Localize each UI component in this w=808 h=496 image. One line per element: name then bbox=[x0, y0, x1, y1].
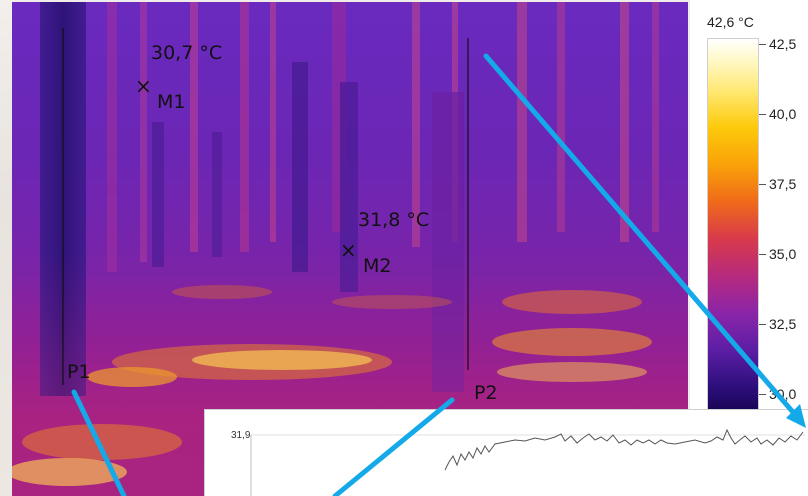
profile-trace bbox=[444, 428, 804, 471]
scale-tick bbox=[759, 394, 766, 395]
measurement-m2-label: M2 bbox=[363, 255, 392, 277]
scale-tick-label: 40,0 bbox=[769, 106, 797, 122]
measurement-m1-value: 30,7 °C bbox=[151, 42, 223, 64]
scale-tick-label: 37,5 bbox=[769, 176, 797, 192]
profile-y-tick-label: 31,9 bbox=[231, 430, 251, 441]
profile-chart-panel: 31,9 bbox=[204, 409, 808, 496]
scale-tick bbox=[759, 324, 766, 325]
crosshair-m2-icon[interactable]: × bbox=[340, 238, 357, 262]
measurement-m1-label: M1 bbox=[157, 91, 186, 113]
color-scale-bar bbox=[707, 38, 759, 410]
scale-tick bbox=[759, 184, 766, 185]
profile-chart-plot bbox=[250, 428, 805, 496]
crosshair-m1-icon[interactable]: × bbox=[135, 74, 152, 98]
profile-p2-label: P2 bbox=[474, 382, 498, 404]
scale-tick bbox=[759, 254, 766, 255]
scale-tick-label: 30,0 bbox=[769, 386, 797, 402]
scale-max-label: 42,6 °C bbox=[707, 14, 754, 30]
scale-tick bbox=[759, 44, 766, 45]
scale-tick-label: 35,0 bbox=[769, 246, 797, 262]
measurement-m2-value: 31,8 °C bbox=[358, 209, 430, 231]
scale-tick-label: 32,5 bbox=[769, 316, 797, 332]
scale-tick-label: 42,5 bbox=[769, 36, 797, 52]
scale-tick bbox=[759, 114, 766, 115]
profile-p1-label: P1 bbox=[67, 361, 91, 383]
